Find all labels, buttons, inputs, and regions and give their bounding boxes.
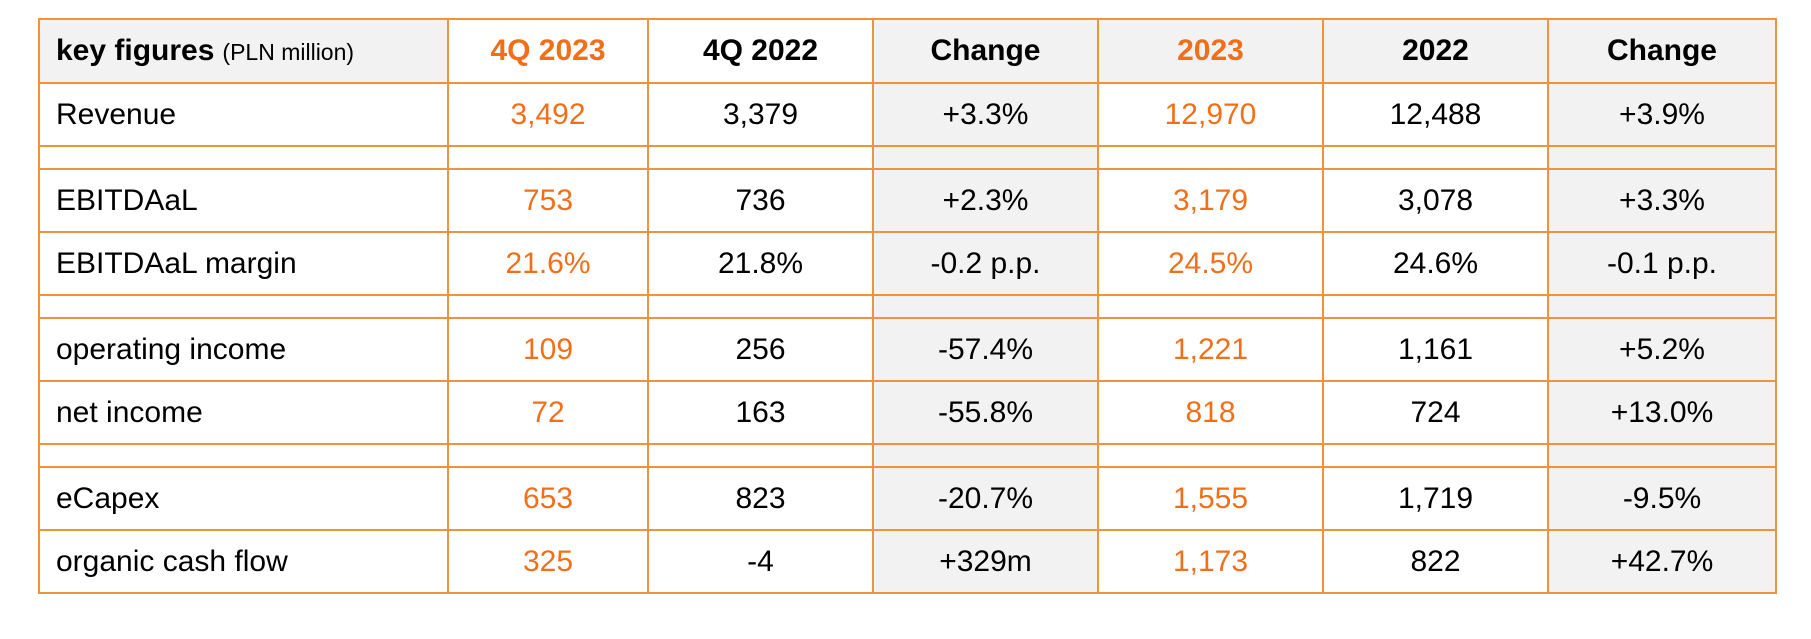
cell-quarter-change: +2.3% [872, 168, 1099, 233]
row-label: organic cash flow [38, 529, 449, 594]
table-row-organic-cash-flow: organic cash flow 325 -4 +329m 1,173 822… [38, 529, 1777, 594]
cell-4q-2023: 325 [447, 529, 649, 594]
cell-4q-2023: 753 [447, 168, 649, 233]
spacer-cell [447, 145, 649, 170]
cell-quarter-change: +329m [872, 529, 1099, 594]
cell-quarter-change: -20.7% [872, 466, 1099, 531]
cell-4q-2022: 736 [647, 168, 874, 233]
spacer-cell [872, 294, 1099, 319]
cell-quarter-change: -57.4% [872, 317, 1099, 382]
cell-4q-2022: -4 [647, 529, 874, 594]
row-label: Revenue [38, 82, 449, 147]
cell-quarter-change: -55.8% [872, 380, 1099, 445]
spacer-cell [647, 443, 874, 468]
spacer-cell [1322, 145, 1549, 170]
spacer-cell [872, 443, 1099, 468]
cell-quarter-change: -0.2 p.p. [872, 231, 1099, 296]
cell-4q-2022: 3,379 [647, 82, 874, 147]
cell-year-change: +3.9% [1547, 82, 1777, 147]
table-row-ecapex: eCapex 653 823 -20.7% 1,555 1,719 -9.5% [38, 466, 1777, 531]
spacer-row [38, 294, 1777, 319]
column-header-2023: 2023 [1097, 18, 1324, 84]
table-row-net-income: net income 72 163 -55.8% 818 724 +13.0% [38, 380, 1777, 445]
key-figures-heading: key figures (PLN million) [38, 18, 449, 84]
spacer-cell [1547, 443, 1777, 468]
cell-4q-2022: 823 [647, 466, 874, 531]
cell-2023: 818 [1097, 380, 1324, 445]
cell-4q-2022: 21.8% [647, 231, 874, 296]
spacer-cell [38, 294, 449, 319]
cell-2022: 724 [1322, 380, 1549, 445]
spacer-cell [1547, 294, 1777, 319]
cell-2023: 12,970 [1097, 82, 1324, 147]
cell-year-change: +42.7% [1547, 529, 1777, 594]
cell-4q-2023: 3,492 [447, 82, 649, 147]
cell-2022: 1,719 [1322, 466, 1549, 531]
spacer-cell [1097, 443, 1324, 468]
spacer-cell [38, 443, 449, 468]
spacer-cell [1097, 294, 1324, 319]
cell-2022: 822 [1322, 529, 1549, 594]
cell-year-change: +3.3% [1547, 168, 1777, 233]
cell-2023: 1,555 [1097, 466, 1324, 531]
spacer-cell [1322, 294, 1549, 319]
spacer-row [38, 145, 1777, 170]
cell-4q-2022: 256 [647, 317, 874, 382]
cell-4q-2023: 109 [447, 317, 649, 382]
cell-4q-2023: 653 [447, 466, 649, 531]
column-header-quarter-change: Change [872, 18, 1099, 84]
row-label: net income [38, 380, 449, 445]
cell-quarter-change: +3.3% [872, 82, 1099, 147]
cell-2023: 1,221 [1097, 317, 1324, 382]
cell-4q-2023: 21.6% [447, 231, 649, 296]
cell-2022: 3,078 [1322, 168, 1549, 233]
spacer-cell [1322, 443, 1549, 468]
row-label: EBITDAaL margin [38, 231, 449, 296]
column-header-4q-2022: 4Q 2022 [647, 18, 874, 84]
table-row-operating-income: operating income 109 256 -57.4% 1,221 1,… [38, 317, 1777, 382]
table-row-ebitdaal: EBITDAaL 753 736 +2.3% 3,179 3,078 +3.3% [38, 168, 1777, 233]
spacer-cell [647, 294, 874, 319]
spacer-row [38, 443, 1777, 468]
cell-2022: 24.6% [1322, 231, 1549, 296]
cell-4q-2023: 72 [447, 380, 649, 445]
row-label: eCapex [38, 466, 449, 531]
spacer-cell [1097, 145, 1324, 170]
cell-year-change: +13.0% [1547, 380, 1777, 445]
cell-2023: 1,173 [1097, 529, 1324, 594]
spacer-cell [872, 145, 1099, 170]
spacer-cell [647, 145, 874, 170]
cell-year-change: -0.1 p.p. [1547, 231, 1777, 296]
key-figures-table: key figures (PLN million) 4Q 2023 4Q 2022… [38, 18, 1777, 594]
cell-2023: 3,179 [1097, 168, 1324, 233]
table-row-revenue: Revenue 3,492 3,379 +3.3% 12,970 12,488 … [38, 82, 1777, 147]
column-header-4q-2023: 4Q 2023 [447, 18, 649, 84]
table-header-row: key figures (PLN million) 4Q 2023 4Q 2022… [38, 18, 1777, 84]
spacer-cell [1547, 145, 1777, 170]
spacer-cell [38, 145, 449, 170]
unit-label: (PLN million) [222, 39, 355, 65]
cell-4q-2022: 163 [647, 380, 874, 445]
spacer-cell [447, 294, 649, 319]
row-label: operating income [38, 317, 449, 382]
cell-2022: 12,488 [1322, 82, 1549, 147]
cell-2023: 24.5% [1097, 231, 1324, 296]
key-figures-title: key figures [56, 34, 215, 67]
table-row-ebitdaal-margin: EBITDAaL margin 21.6% 21.8% -0.2 p.p. 24… [38, 231, 1777, 296]
column-header-2022: 2022 [1322, 18, 1549, 84]
cell-year-change: -9.5% [1547, 466, 1777, 531]
spacer-cell [447, 443, 649, 468]
column-header-year-change: Change [1547, 18, 1777, 84]
cell-2022: 1,161 [1322, 317, 1549, 382]
cell-year-change: +5.2% [1547, 317, 1777, 382]
row-label: EBITDAaL [38, 168, 449, 233]
